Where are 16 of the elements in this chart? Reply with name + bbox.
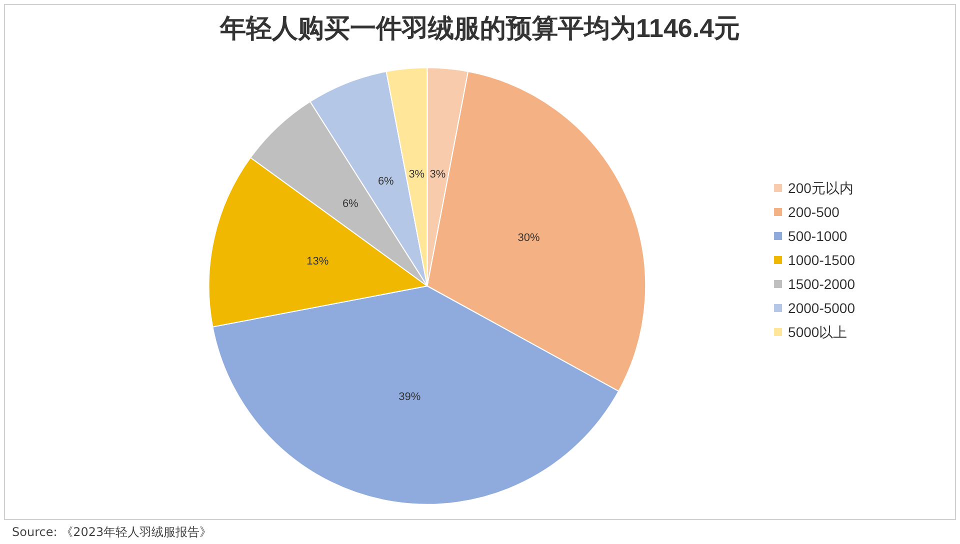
- legend-label: 500-1000: [788, 228, 848, 244]
- chart-title: 年轻人购买一件羽绒服的预算平均为1146.4元: [218, 13, 740, 43]
- legend-label: 1000-1500: [788, 252, 856, 268]
- source-note: Source: 《2023年轻人羽绒服报告》: [12, 524, 212, 541]
- data-label: 3%: [430, 168, 446, 180]
- legend-label: 200-500: [788, 204, 840, 220]
- data-label: 3%: [408, 168, 425, 180]
- data-label: 39%: [398, 390, 421, 403]
- data-label: 30%: [518, 232, 540, 244]
- data-label: 13%: [306, 256, 329, 268]
- data-label: 6%: [342, 198, 359, 210]
- data-label: 6%: [378, 176, 394, 188]
- legend-label: 5000以上: [788, 324, 848, 340]
- legend-label: 1500-2000: [788, 276, 856, 292]
- legend-label: 2000-5000: [788, 300, 856, 316]
- legend-label: 200元以内: [788, 180, 854, 196]
